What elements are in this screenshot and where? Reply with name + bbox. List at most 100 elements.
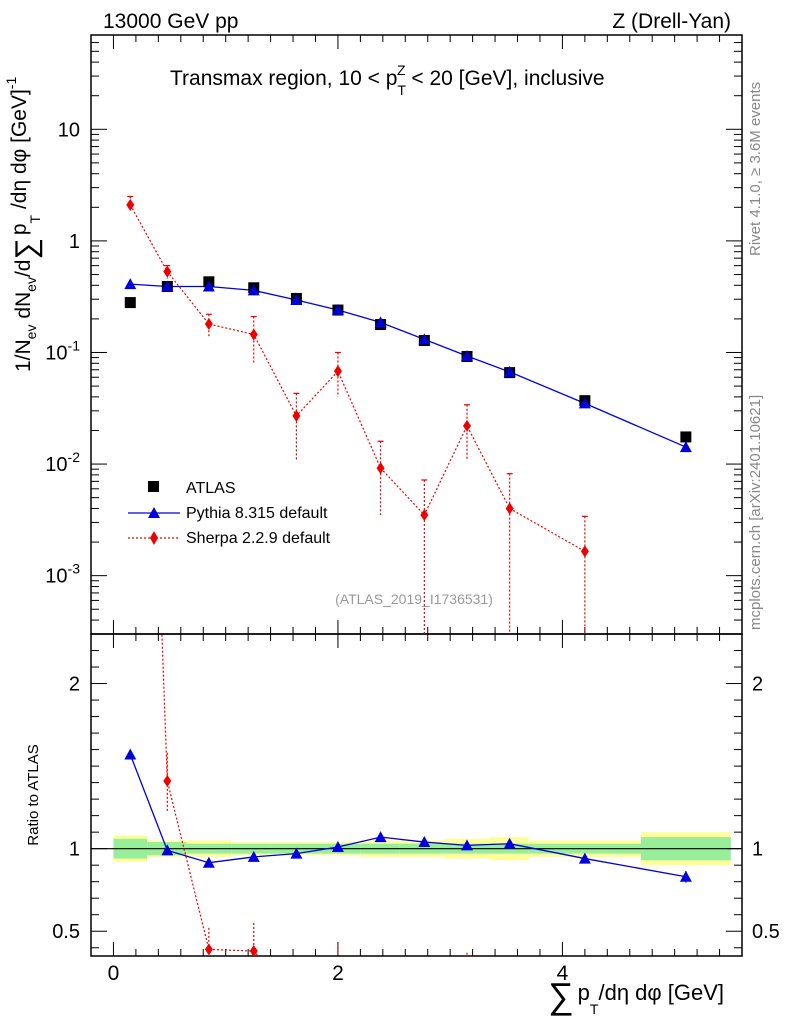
process-label: Z (Drell-Yan) [612, 10, 731, 33]
y-tick-label-exp: -2 [68, 449, 81, 465]
sherpa-point [580, 545, 589, 558]
chart-title-sub: T [397, 82, 406, 98]
ratio-tick-label-right: 2 [752, 674, 763, 696]
y-label-a: 1/N [12, 339, 35, 372]
pythia-ratio-point [679, 870, 692, 882]
y-label-b-sub: ev [23, 277, 39, 292]
y-tick-label-exp: -1 [68, 337, 81, 353]
pythia-point [290, 294, 303, 306]
ratio-bands [91, 832, 742, 866]
pythia-ratio-line [129, 754, 686, 878]
ratio-tick-label-left: 0.5 [52, 921, 80, 943]
atlas-point [124, 297, 136, 309]
mcplots-label: mcplots.cern.ch [arXiv:2401.10621] [747, 395, 764, 630]
ratio-plot-frame [90, 633, 743, 957]
pythia-ratio-point [247, 850, 260, 862]
pythia-ratio-point [290, 847, 303, 859]
ratio-y-axis-label: Ratio to ATLAS [25, 744, 42, 845]
y-tick-label-base: 10 [45, 566, 67, 588]
x-label-sum: ∑ [548, 975, 574, 1016]
y-tick-label-base: 1 [69, 231, 80, 253]
y-label-c: /d [12, 260, 35, 278]
y-tick-label: 1 [69, 231, 80, 253]
ratio-plot-marks [124, 634, 692, 956]
sherpa-line [129, 204, 586, 552]
y-label-d: p [8, 223, 31, 235]
legend: ATLAS Pythia 8.315 default Sherpa 2.2.9 … [128, 480, 331, 547]
pythia-ratio-point [461, 839, 474, 851]
pythia-ratio-point [578, 852, 591, 864]
chart-title-rest: < 20 [GeV], inclusive [406, 67, 605, 90]
sherpa-point [163, 265, 172, 278]
pythia-ratio-point [161, 844, 174, 856]
sherpa-point [126, 198, 135, 211]
sherpa-ratio-group [161, 634, 468, 956]
x-label-p: p [578, 980, 590, 1005]
pythia-ratio-point [202, 856, 215, 868]
chart-title-main: Transmax region, 10 < p [170, 67, 397, 90]
pythia-ratio-point [331, 841, 344, 853]
y-tick-label: 10 [58, 119, 80, 141]
sherpa-ratio-line [161, 634, 259, 956]
sherpa-point [333, 365, 342, 378]
pythia-point [331, 304, 344, 316]
y-label-e-sup: -1 [3, 77, 19, 90]
sherpa-ratio-point [204, 943, 213, 956]
pythia-point [374, 316, 387, 328]
pythia-point [202, 280, 215, 292]
rivet-label: Rivet 4.1.0, ≥ 3.6M events [747, 82, 764, 256]
ratio-tick-label-right: 0.5 [752, 921, 780, 943]
x-tick-label: 2 [332, 962, 344, 985]
pythia-point [161, 280, 174, 292]
analysis-id: (ATLAS_2019_I1736531) [335, 591, 493, 607]
pythia-point [418, 333, 431, 345]
y-label-e: /dη dφ [GeV] [8, 89, 31, 215]
pythia-point [124, 278, 137, 290]
y-label-b: dN [12, 292, 35, 325]
pythia-point [578, 397, 591, 409]
x-label-sub: T [590, 1001, 599, 1017]
y-tick-label: 10-3 [45, 561, 80, 588]
pythia-ratio-point [418, 836, 431, 848]
y-tick-label-exp: -3 [68, 561, 81, 577]
pythia-ratio-point [503, 837, 516, 849]
ratio-tick-label-left: 2 [69, 674, 80, 696]
sherpa-point [249, 328, 258, 341]
pythia-point [247, 284, 260, 296]
sherpa-point [204, 317, 213, 330]
pythia-ratio-point [124, 748, 137, 760]
sherpa-point [376, 462, 385, 475]
y-tick-label-base: 10 [45, 454, 67, 476]
sherpa-point [292, 409, 301, 422]
ratio-tick-label-right: 1 [752, 839, 763, 861]
legend-label-pythia: Pythia 8.315 default [186, 505, 328, 522]
y-label-d-sub: T [27, 214, 43, 223]
y-label-a-sub: ev [23, 325, 39, 340]
pythia-line [130, 283, 687, 448]
sherpa-point [420, 508, 429, 521]
chart-title-sup: Z [397, 62, 406, 78]
y-tick-label-base: 10 [58, 119, 80, 141]
x-tick-label: 4 [557, 962, 569, 985]
y-axis-label: 1/Nev dNev/d∑pT /dη dφ [GeV]-1 [3, 77, 43, 372]
x-tick-label: 0 [108, 962, 120, 985]
atlas-point [680, 431, 692, 443]
legend-marker-atlas [148, 481, 159, 492]
sherpa-ratio-point [249, 945, 258, 956]
pythia-point [679, 441, 692, 453]
chart-title: Transmax region, 10 < pTZ < 20 [GeV], in… [170, 62, 605, 98]
legend-label-atlas: ATLAS [186, 480, 236, 497]
legend-marker-pythia [148, 507, 160, 518]
pythia-point [503, 365, 516, 377]
sherpa-ratio-point [163, 774, 172, 787]
y-label-sum: ∑ [10, 238, 43, 259]
pythia-point [461, 349, 474, 361]
beam-label: 13000 GeV pp [103, 10, 238, 33]
y-tick-label: 10-1 [45, 337, 80, 364]
sherpa-point [463, 419, 472, 432]
legend-label-sherpa: Sherpa 2.2.9 default [186, 530, 331, 547]
legend-marker-sherpa [150, 531, 158, 545]
pythia-ratio-point [374, 831, 387, 843]
